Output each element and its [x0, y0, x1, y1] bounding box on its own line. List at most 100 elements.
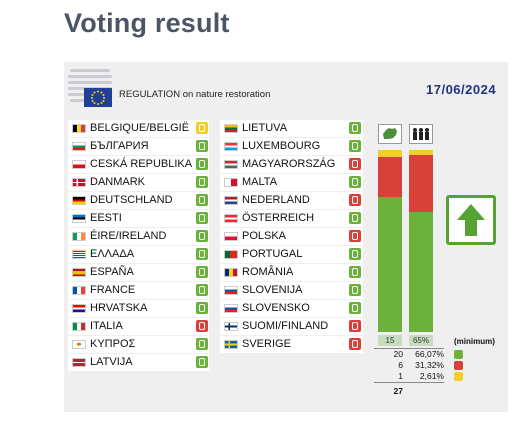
bar-ms-against-segment — [378, 157, 402, 197]
country-flag-icon — [224, 124, 238, 133]
tally-divider — [374, 382, 444, 383]
voting-panel: REGULATION on nature restoration 17/06/2… — [64, 62, 508, 412]
country-row: EESTI — [68, 210, 209, 227]
country-name: ÉIRE/IRELAND — [90, 230, 167, 242]
vote-for-icon — [196, 176, 208, 188]
country-row: DANMARK — [68, 174, 209, 191]
tally-percentage: 2,61% — [419, 371, 444, 381]
country-flag-icon — [72, 196, 86, 205]
tally-count: 1 — [398, 371, 403, 381]
country-name: SVERIGE — [242, 338, 291, 350]
country-name: ROMÂNIA — [242, 266, 294, 278]
vote-for-icon — [196, 158, 208, 170]
country-flag-icon — [224, 160, 238, 169]
country-flag-icon — [72, 358, 86, 367]
minimum-label: (minimum) — [454, 337, 495, 346]
country-name: SLOVENIJA — [242, 284, 303, 296]
tally-divider — [374, 348, 444, 349]
country-row: SVERIGE — [220, 336, 363, 353]
vote-for-icon — [349, 140, 361, 152]
country-flag-icon — [72, 304, 86, 313]
country-row: PORTUGAL — [220, 246, 363, 263]
tally-percentage: 66,07% — [415, 349, 444, 359]
country-name: MAGYARORSZÁG — [242, 158, 336, 170]
country-flag-icon — [72, 322, 86, 331]
member-states-map-icon — [378, 124, 402, 144]
vote-against-icon — [196, 320, 208, 332]
country-row: SLOVENIJA — [220, 282, 363, 299]
country-row: FRANCE — [68, 282, 209, 299]
vote-for-icon — [196, 266, 208, 278]
vote-against-icon — [349, 338, 361, 350]
country-name: BELGIQUE/BELGIË — [90, 122, 190, 134]
country-name: DEUTSCHLAND — [90, 194, 173, 206]
country-flag-icon — [224, 178, 238, 187]
country-name: БЪЛГАРИЯ — [90, 140, 149, 152]
bar-ms-abstain-segment — [378, 150, 402, 157]
country-name: MALTA — [242, 176, 278, 188]
country-row: CESKÁ REPUBLIKA — [68, 156, 209, 173]
country-flag-icon — [72, 124, 86, 133]
country-name: LATVIJA — [90, 356, 133, 368]
country-flag-icon — [224, 142, 238, 151]
vote-for-icon — [196, 212, 208, 224]
country-row: SLOVENSKO — [220, 300, 363, 317]
country-name: ΕΛΛΑΔΑ — [90, 248, 135, 260]
country-name: SLOVENSKO — [242, 302, 310, 314]
country-flag-icon — [224, 214, 238, 223]
vote-for-icon — [454, 350, 463, 359]
country-flag-icon — [72, 268, 86, 277]
country-name: ITALIA — [90, 320, 123, 332]
country-flag-icon — [72, 160, 86, 169]
tally-total: 27 — [393, 386, 403, 396]
eu-flag-icon — [84, 88, 112, 107]
country-flag-icon — [224, 232, 238, 241]
member-states-threshold: 15 — [378, 335, 402, 346]
country-row: HRVATSKA — [68, 300, 209, 317]
country-flag-icon — [224, 250, 238, 259]
vote-abstain-icon — [196, 122, 208, 134]
country-row: ΕΛΛΑΔΑ — [68, 246, 209, 263]
population-threshold: 65% — [409, 335, 433, 346]
country-list-right: LIETUVA LUXEMBOURG MAGYARORSZÁG MALTA NEDERL… — [220, 120, 363, 354]
tally-count: 20 — [393, 349, 403, 359]
country-name: DANMARK — [90, 176, 146, 188]
country-row: BELGIQUE/BELGIË — [68, 120, 209, 137]
vote-against-icon — [349, 194, 361, 206]
country-row: MAGYARORSZÁG — [220, 156, 363, 173]
country-flag-icon — [224, 340, 238, 349]
vote-for-icon — [349, 122, 361, 134]
country-row: ΚΥΠΡΟΣ — [68, 336, 209, 353]
page-title: Voting result — [64, 8, 230, 38]
country-name: HRVATSKA — [90, 302, 148, 314]
population-icon — [409, 124, 433, 144]
country-row: ESPAÑA — [68, 264, 209, 281]
country-name: LUXEMBOURG — [242, 140, 321, 152]
vote-for-icon — [349, 176, 361, 188]
country-row: ITALIA — [68, 318, 209, 335]
vote-for-icon — [196, 140, 208, 152]
country-row: LATVIJA — [68, 354, 209, 371]
country-name: ÖSTERREICH — [242, 212, 315, 224]
vote-for-icon — [196, 302, 208, 314]
vote-for-icon — [349, 212, 361, 224]
country-flag-icon — [72, 178, 86, 187]
country-name: SUOMI/FINLAND — [242, 320, 329, 332]
country-name: ESPAÑA — [90, 266, 134, 278]
country-flag-icon — [72, 340, 86, 349]
country-flag-icon — [72, 232, 86, 241]
vote-against-icon — [349, 320, 361, 332]
country-flag-icon — [224, 286, 238, 295]
country-row: ÖSTERREICH — [220, 210, 363, 227]
vote-for-icon — [196, 284, 208, 296]
bar-pop-for-segment — [409, 212, 433, 332]
country-row: LUXEMBOURG — [220, 138, 363, 155]
country-flag-icon — [72, 286, 86, 295]
country-row: DEUTSCHLAND — [68, 192, 209, 209]
tally-count: 6 — [398, 360, 403, 370]
regulation-title: REGULATION on nature restoration — [119, 89, 271, 100]
vote-for-icon — [349, 248, 361, 260]
population-bar — [409, 150, 433, 332]
country-flag-icon — [224, 268, 238, 277]
vote-for-icon — [196, 230, 208, 242]
